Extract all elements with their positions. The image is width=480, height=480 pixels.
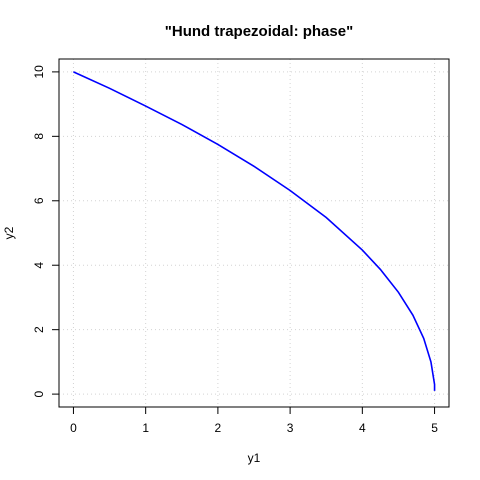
x-tick-label: 4 [359, 421, 366, 435]
y-tick-label: 2 [32, 326, 46, 333]
chart-title: "Hund trapezoidal: phase" [165, 23, 353, 40]
y-tick-label: 10 [32, 65, 46, 79]
y-tick-label: 8 [32, 133, 46, 140]
y-tick-label: 6 [32, 197, 46, 204]
x-tick-label: 0 [70, 421, 77, 435]
x-tick-label: 1 [142, 421, 149, 435]
series-line [73, 71, 436, 391]
x-tick-label: 2 [215, 421, 222, 435]
y-tick-label: 4 [32, 262, 46, 269]
x-tick-label: 3 [287, 421, 294, 435]
y-axis: 0 2 4 6 8 10 [32, 65, 60, 397]
y-axis-label: y2 [2, 226, 16, 239]
x-axis: 0 1 2 3 4 5 [70, 406, 438, 435]
y-tick-label: 0 [32, 390, 46, 397]
grid-lines [59, 59, 449, 407]
x-tick-label: 5 [431, 421, 438, 435]
plot-frame [58, 58, 450, 408]
x-axis-label: y1 [248, 451, 261, 465]
